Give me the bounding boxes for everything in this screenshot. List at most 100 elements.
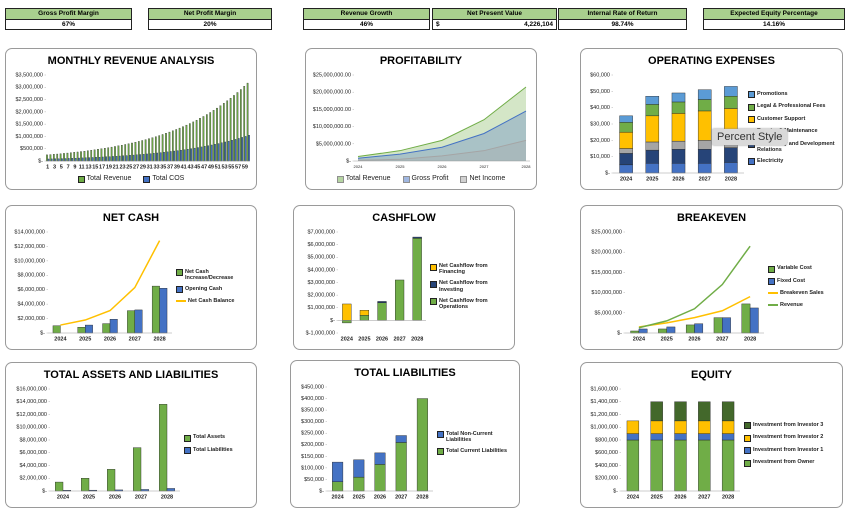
- bar: [227, 140, 230, 162]
- bar-segment: [353, 459, 365, 478]
- x-tick-label: 2028: [411, 336, 423, 342]
- bar-segment: [671, 101, 686, 114]
- bar: [84, 324, 93, 334]
- bar: [115, 156, 118, 162]
- bar: [47, 158, 50, 162]
- bar: [74, 157, 77, 162]
- legend-item: Net Cashflow from Operations: [430, 298, 512, 310]
- kpi-card: Gross Profit Margin 67%: [5, 8, 132, 30]
- bar: [114, 146, 116, 162]
- y-tick-label: $10,000,000: [14, 258, 45, 264]
- y-tick-label: $100,000: [301, 465, 324, 471]
- bar: [57, 158, 60, 162]
- bar-segment: [377, 301, 387, 303]
- x-tick-label: 2024: [57, 494, 70, 500]
- bar: [183, 149, 186, 162]
- legend-item: Promotions: [748, 91, 840, 99]
- bar-segment: [359, 315, 370, 321]
- bar: [197, 147, 199, 162]
- legend-swatch: [768, 278, 775, 286]
- bar: [105, 156, 108, 162]
- bar: [103, 148, 106, 162]
- bar: [151, 137, 154, 162]
- chart-panel: EQUITY $- $200,000 $400,000 $600,000 $800,000…: [580, 362, 843, 508]
- y-tick-label: $5,000,000: [594, 310, 622, 316]
- legend-label: Total Assets: [193, 434, 226, 440]
- chart-panel: TOTAL ASSETS AND LIABILITIES $- $2,000,000…: [5, 362, 257, 508]
- y-tick-label: $-: [319, 488, 324, 494]
- bar: [86, 150, 89, 162]
- legend-label: Investment from Investor 1: [753, 446, 824, 453]
- x-tick-label: 2026: [438, 164, 448, 169]
- bar: [233, 95, 235, 162]
- x-tick-label: 2027: [393, 336, 405, 342]
- kpi-value: 67%: [61, 21, 75, 28]
- x-tick-label: 2024: [54, 336, 67, 342]
- legend-label: Total Revenue: [86, 175, 132, 182]
- legend: Total Revenue Total COS: [6, 175, 256, 183]
- bar: [69, 152, 72, 162]
- bar: [171, 130, 174, 162]
- bar: [137, 141, 140, 162]
- x-tick-label: 39: [174, 164, 180, 170]
- bar: [205, 114, 208, 162]
- legend-swatch: [77, 175, 85, 183]
- x-tick-label: 33: [153, 164, 159, 170]
- bar-segment: [332, 461, 344, 482]
- x-tick-label: 2025: [651, 494, 663, 500]
- legend: Net Cash Increase/Decrease Opening Cash Ne…: [176, 228, 254, 345]
- bar-segment: [395, 435, 407, 443]
- bar: [109, 319, 118, 334]
- kpi-value: 20%: [203, 21, 217, 28]
- bar-segment: [674, 420, 687, 434]
- bar: [76, 151, 79, 162]
- legend: Total Assets Total Liabilities: [184, 385, 254, 503]
- y-tick-label: $2,000,000: [307, 293, 335, 299]
- bar: [71, 158, 74, 162]
- x-tick-label: 2024: [341, 336, 354, 342]
- bar-segment: [412, 236, 422, 239]
- bar: [246, 82, 249, 162]
- bar-segment: [698, 420, 711, 434]
- y-tick-label: $12,000,000: [14, 244, 45, 250]
- x-tick-label: 27: [133, 164, 139, 170]
- kpi-value: 4,226,104: [524, 21, 553, 28]
- legend: Total Revenue Gross Profit Net Income: [306, 175, 536, 183]
- legend-label: Variable Cost: [777, 265, 812, 272]
- x-tick-label: 23: [119, 164, 125, 170]
- x-tick-label: 2026: [104, 336, 116, 342]
- kpi-value: 14.16%: [762, 21, 786, 28]
- area-line: [357, 139, 527, 161]
- bar: [192, 121, 195, 162]
- bar-segment: [619, 131, 633, 149]
- bar: [749, 307, 759, 334]
- bar: [186, 149, 189, 162]
- y-tick-label: $20,000: [590, 138, 610, 144]
- bar: [638, 328, 648, 334]
- y-tick-label: $300,000: [301, 419, 324, 425]
- area-fill: [358, 87, 526, 161]
- x-tick-label: 2025: [79, 336, 91, 342]
- y-tick-label: $15,000,000: [591, 270, 622, 276]
- legend-label: Customer Support: [757, 115, 806, 122]
- area-line: [357, 110, 527, 159]
- bar-segment: [697, 110, 712, 141]
- chart-title: EQUITY: [691, 369, 732, 381]
- bar: [169, 151, 172, 162]
- legend-item: Total Revenue: [77, 175, 132, 183]
- x-tick-label: 53: [221, 164, 227, 170]
- bar-segment: [698, 401, 711, 422]
- legend-item: Revenue: [768, 302, 840, 308]
- bar: [175, 129, 178, 162]
- bar: [165, 133, 167, 162]
- bar: [63, 153, 65, 162]
- y-tick-label: $400,000: [301, 396, 324, 402]
- legend-swatch: [184, 447, 191, 454]
- y-tick-label: $10,000,000.00: [313, 124, 351, 130]
- area-fill: [358, 140, 526, 161]
- x-tick-label: 2025: [358, 336, 370, 342]
- bar-segment: [697, 89, 712, 100]
- bar: [142, 154, 145, 162]
- y-tick-label: $1,000,000: [590, 425, 618, 431]
